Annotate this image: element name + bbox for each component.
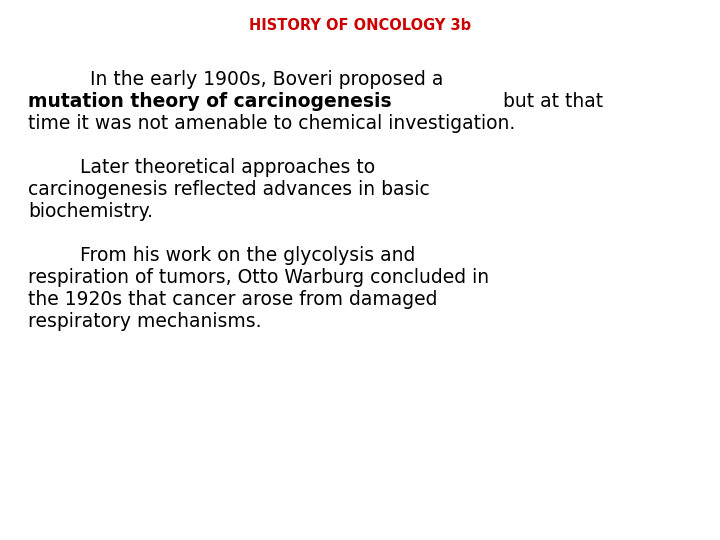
Text: biochemistry.: biochemistry. (28, 202, 153, 221)
Text: time it was not amenable to chemical investigation.: time it was not amenable to chemical inv… (28, 114, 516, 133)
Text: the 1920s that cancer arose from damaged: the 1920s that cancer arose from damaged (28, 290, 438, 309)
Text: but at that: but at that (498, 92, 603, 111)
Text: respiratory mechanisms.: respiratory mechanisms. (28, 312, 261, 331)
Text: mutation theory of carcinogenesis: mutation theory of carcinogenesis (28, 92, 392, 111)
Text: From his work on the glycolysis and: From his work on the glycolysis and (80, 246, 415, 265)
Text: In the early 1900s, Boveri proposed a: In the early 1900s, Boveri proposed a (90, 70, 444, 89)
Text: Later theoretical approaches to: Later theoretical approaches to (80, 158, 375, 177)
Text: HISTORY OF ONCOLOGY 3b: HISTORY OF ONCOLOGY 3b (249, 18, 471, 33)
Text: carcinogenesis reflected advances in basic: carcinogenesis reflected advances in bas… (28, 180, 430, 199)
Text: respiration of tumors, Otto Warburg concluded in: respiration of tumors, Otto Warburg conc… (28, 268, 489, 287)
